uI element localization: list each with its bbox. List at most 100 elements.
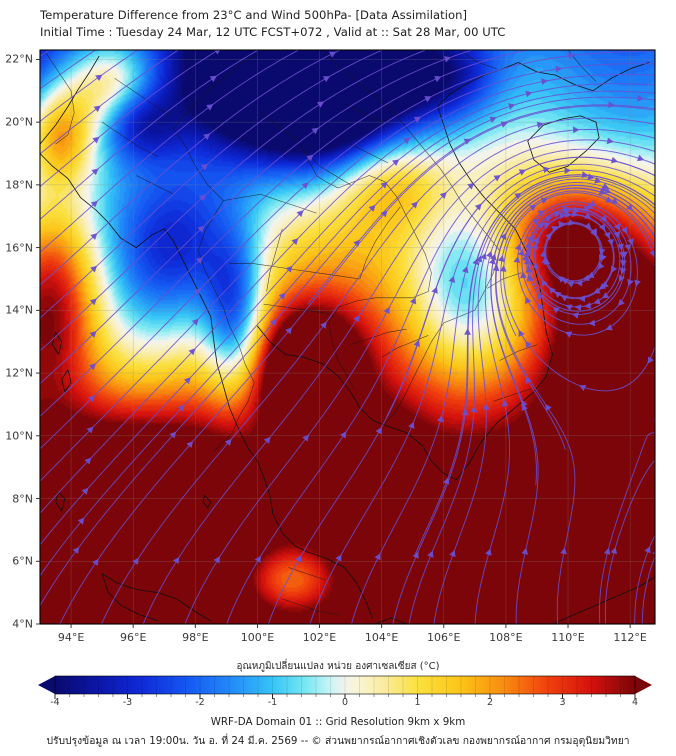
streamline-arrow-icon <box>589 200 597 207</box>
streamline-arrow-icon <box>600 214 608 222</box>
streamline-arrow-icon <box>90 200 98 208</box>
streamline-arrow-icon <box>541 256 549 264</box>
streamline-arrow-icon <box>89 298 97 306</box>
streamline-arrow-icon <box>194 288 202 296</box>
streamline-arrow-icon <box>493 175 501 182</box>
streamline-arrow-icon <box>518 169 526 176</box>
streamline-arrow-icon <box>532 218 540 226</box>
plot-frame <box>39 49 656 625</box>
streamline-arrow-icon <box>532 236 540 244</box>
streamline-arrow-icon <box>604 196 613 203</box>
streamline-arrow-icon <box>537 210 545 217</box>
streamline-arrow-icon <box>644 546 651 554</box>
streamline-arrow-icon <box>626 203 634 211</box>
x-axis-tick-108: 108°E <box>489 631 523 644</box>
streamline-arrow-icon <box>335 554 342 562</box>
streamline-arrow-icon <box>620 267 627 275</box>
streamline-arrow-icon <box>383 306 390 315</box>
streamline-arrow-icon <box>263 436 271 444</box>
streamline-arrow-icon <box>613 230 620 239</box>
streamline-arrow-icon <box>545 233 553 241</box>
streamline-arrow-icon <box>291 238 299 246</box>
streamline-arrow-icon <box>413 339 420 347</box>
streamline-arrow-icon <box>375 427 382 435</box>
streamline-arrow-icon <box>574 304 582 312</box>
colorbar-tick--4: -4 <box>50 697 60 708</box>
streamline-arrow-icon <box>92 558 99 566</box>
streamline-arrow-icon <box>278 292 286 300</box>
streamline-arrow-icon <box>531 242 538 251</box>
y-axis-tick-4: 4°N <box>12 617 33 631</box>
streamline-arrow-icon <box>597 262 605 270</box>
streamline-arrow-icon <box>584 212 592 219</box>
streamline-arrow-icon <box>610 156 618 164</box>
streamline-arrow-icon <box>461 408 469 416</box>
streamline-arrow-icon <box>188 348 196 356</box>
streamline-arrow-icon <box>542 222 550 229</box>
streamline-arrow-icon <box>213 50 222 55</box>
streamline-arrow-icon <box>549 287 556 295</box>
streamline-arrow-icon <box>529 204 537 212</box>
streamline-arrow-icon <box>587 271 595 279</box>
streamline-arrow-icon <box>306 154 314 162</box>
streamline-arrow-icon <box>413 116 422 123</box>
streamline-arrow-icon <box>532 261 539 269</box>
streamline-arrow-icon <box>475 255 483 263</box>
streamline-arrow-icon <box>647 356 654 364</box>
streamline-arrow-icon <box>554 210 562 218</box>
streamline-arrow-icon <box>88 363 96 371</box>
streamline-arrow-icon <box>353 315 360 323</box>
streamline-arrow-icon <box>525 265 533 273</box>
streamline-arrow-icon <box>536 121 544 129</box>
streamline-arrow-icon <box>598 223 606 231</box>
streamline-arrow-icon <box>600 254 607 262</box>
streamline-arrow-icon <box>590 228 597 236</box>
streamline-arrow-icon <box>90 233 98 240</box>
streamline-arrow-icon <box>77 517 85 525</box>
streamline-arrow-icon <box>427 550 434 558</box>
streamline-arrow-icon <box>525 296 532 305</box>
streamline-arrow-icon <box>443 56 451 63</box>
streamline-arrow-icon <box>603 547 611 555</box>
streamline-arrow-icon <box>81 487 89 495</box>
streamline-arrow-icon <box>514 243 522 251</box>
streamline-arrow-icon <box>524 242 531 250</box>
y-axis-tick-20: 20°N <box>5 115 33 129</box>
streamline-arrow-icon <box>88 395 95 403</box>
streamline-arrow-icon <box>302 434 309 442</box>
streamline-arrow-icon <box>602 291 610 299</box>
streamline-arrow-icon <box>95 74 103 82</box>
temperature-field <box>40 50 655 624</box>
streamline-arrow-icon <box>522 254 529 261</box>
streamline-arrow-icon <box>598 248 606 256</box>
streamline-arrow-icon <box>545 404 552 412</box>
streamline-arrow-icon <box>526 234 534 243</box>
colorbar-extend-min <box>38 676 55 694</box>
streamline-arrow-icon <box>564 167 571 175</box>
streamline-arrow-icon <box>611 265 618 273</box>
streamline-arrow-icon <box>565 304 573 311</box>
streamline-arrow-icon <box>567 281 575 288</box>
streamline-arrow-icon <box>525 376 532 385</box>
streamline-arrow-icon <box>610 547 618 555</box>
streamline-arrow-icon <box>501 399 509 407</box>
streamline-arrow-icon <box>594 177 602 184</box>
colorbar-tick--2: -2 <box>195 697 205 708</box>
colorbar-tick-4: 4 <box>631 697 639 708</box>
streamline-arrow-icon <box>329 51 337 58</box>
streamline-arrow-icon <box>559 212 567 220</box>
streamline-arrow-icon <box>409 297 417 305</box>
streamline-arrow-icon <box>526 274 534 282</box>
streamline-arrow-icon <box>489 116 497 123</box>
streamline-arrow-icon <box>320 321 327 329</box>
streamline-arrow-icon <box>525 90 533 98</box>
streamline-arrow-icon <box>560 295 569 302</box>
y-axis-tick-10: 10°N <box>5 429 33 443</box>
x-axis-tick-102: 102°E <box>302 631 337 644</box>
streamline-arrow-icon <box>374 553 381 561</box>
colorbar-extend-max <box>635 676 652 694</box>
y-axis-tick-22: 22°N <box>5 52 33 66</box>
streamline-arrow-icon <box>562 205 570 212</box>
streamline-arrow-icon <box>508 103 516 110</box>
streamline-arrow-icon <box>551 225 559 233</box>
